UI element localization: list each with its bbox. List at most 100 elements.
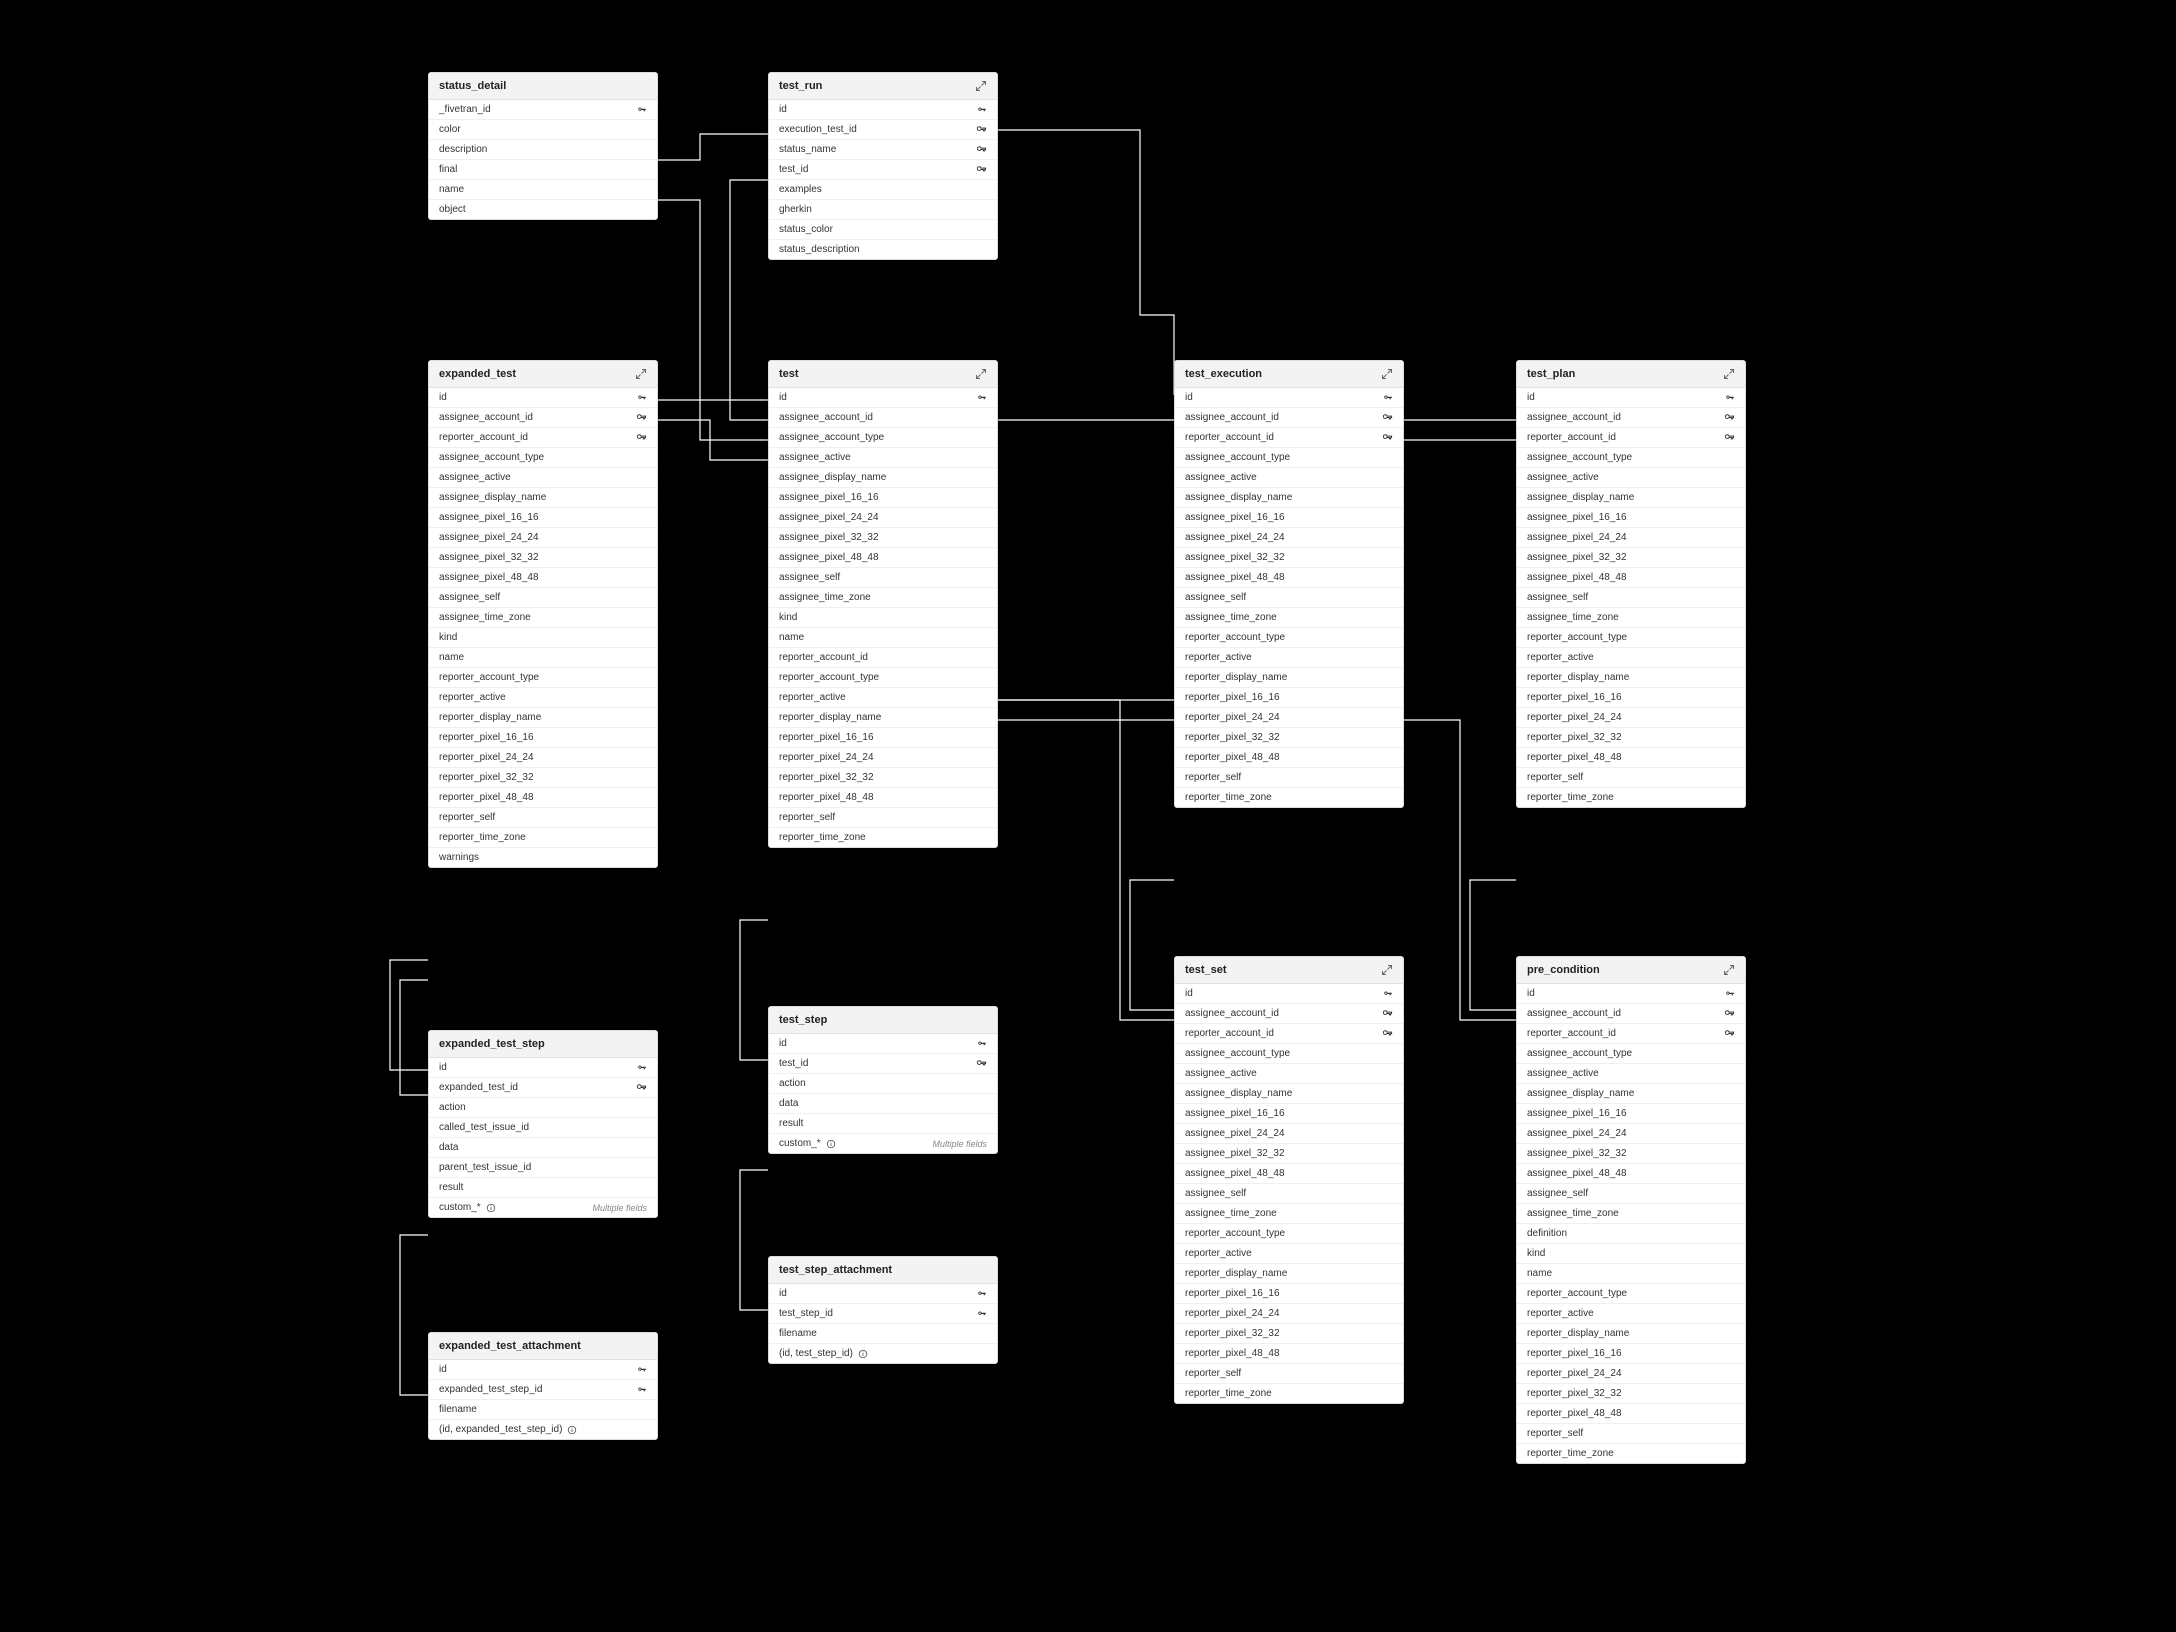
field-row[interactable]: reporter_account_type	[1517, 627, 1745, 647]
field-row[interactable]: (id, test_step_id)	[769, 1343, 997, 1363]
field-row[interactable]: status_description	[769, 239, 997, 259]
field-row[interactable]: name	[769, 627, 997, 647]
field-row[interactable]: execution_test_id	[769, 119, 997, 139]
field-row[interactable]: assignee_time_zone	[1175, 607, 1403, 627]
field-row[interactable]: assignee_pixel_24_24	[1517, 527, 1745, 547]
field-row[interactable]: assignee_pixel_48_48	[429, 567, 657, 587]
field-row[interactable]: assignee_pixel_24_24	[769, 507, 997, 527]
field-row[interactable]: reporter_pixel_24_24	[429, 747, 657, 767]
field-row[interactable]: called_test_issue_id	[429, 1117, 657, 1137]
field-row[interactable]: reporter_self	[1175, 1363, 1403, 1383]
field-row[interactable]: reporter_pixel_24_24	[1175, 707, 1403, 727]
field-row[interactable]: id	[1517, 984, 1745, 1003]
field-row[interactable]: reporter_account_type	[1175, 627, 1403, 647]
field-row[interactable]: reporter_pixel_16_16	[1175, 1283, 1403, 1303]
field-row[interactable]: reporter_account_type	[769, 667, 997, 687]
entity-pre_condition[interactable]: pre_conditionidassignee_account_idreport…	[1516, 956, 1746, 1464]
field-row[interactable]: assignee_pixel_16_16	[1175, 507, 1403, 527]
field-row[interactable]: assignee_pixel_32_32	[429, 547, 657, 567]
entity-header[interactable]: pre_condition	[1517, 957, 1745, 984]
field-row[interactable]: reporter_pixel_48_48	[1517, 747, 1745, 767]
field-row[interactable]: assignee_pixel_16_16	[1517, 1103, 1745, 1123]
field-row[interactable]: id	[769, 1034, 997, 1053]
field-row[interactable]: status_color	[769, 219, 997, 239]
field-row[interactable]: assignee_pixel_32_32	[1175, 547, 1403, 567]
entity-header[interactable]: expanded_test_step	[429, 1031, 657, 1058]
field-row[interactable]: definition	[1517, 1223, 1745, 1243]
field-row[interactable]: reporter_active	[769, 687, 997, 707]
field-row[interactable]: action	[769, 1073, 997, 1093]
field-row[interactable]: data	[769, 1093, 997, 1113]
field-row[interactable]: id	[429, 1360, 657, 1379]
field-row[interactable]: assignee_self	[1175, 1183, 1403, 1203]
field-row[interactable]: reporter_self	[1175, 767, 1403, 787]
field-row[interactable]: reporter_time_zone	[1175, 1383, 1403, 1403]
field-row[interactable]: assignee_pixel_32_32	[1517, 1143, 1745, 1163]
field-row[interactable]: reporter_pixel_16_16	[1517, 687, 1745, 707]
field-row[interactable]: assignee_pixel_16_16	[1175, 1103, 1403, 1123]
field-row[interactable]: reporter_active	[429, 687, 657, 707]
field-row[interactable]: result	[429, 1177, 657, 1197]
entity-test_execution[interactable]: test_executionidassignee_account_idrepor…	[1174, 360, 1404, 808]
field-row[interactable]: assignee_pixel_48_48	[1175, 1163, 1403, 1183]
entity-header[interactable]: test	[769, 361, 997, 388]
field-row[interactable]: kind	[429, 627, 657, 647]
field-row[interactable]: assignee_self	[1175, 587, 1403, 607]
field-row[interactable]: assignee_display_name	[1175, 1083, 1403, 1103]
field-row[interactable]: assignee_account_type	[429, 447, 657, 467]
field-row[interactable]: assignee_account_id	[769, 407, 997, 427]
field-row[interactable]: assignee_active	[769, 447, 997, 467]
entity-expanded_test[interactable]: expanded_testidassignee_account_idreport…	[428, 360, 658, 868]
field-row[interactable]: reporter_time_zone	[1175, 787, 1403, 807]
field-row[interactable]: reporter_account_type	[1517, 1283, 1745, 1303]
field-row[interactable]: reporter_pixel_32_32	[1175, 727, 1403, 747]
field-row[interactable]: reporter_pixel_32_32	[429, 767, 657, 787]
field-row[interactable]: custom_*Multiple fields	[429, 1197, 657, 1217]
field-row[interactable]: reporter_pixel_24_24	[1517, 707, 1745, 727]
field-row[interactable]: reporter_pixel_16_16	[1175, 687, 1403, 707]
field-row[interactable]: reporter_display_name	[1175, 1263, 1403, 1283]
entity-test[interactable]: testidassignee_account_idassignee_accoun…	[768, 360, 998, 848]
field-row[interactable]: assignee_pixel_32_32	[769, 527, 997, 547]
field-row[interactable]: object	[429, 199, 657, 219]
field-row[interactable]: assignee_account_id	[1517, 1003, 1745, 1023]
field-row[interactable]: reporter_account_id	[1517, 427, 1745, 447]
entity-test_set[interactable]: test_setidassignee_account_idreporter_ac…	[1174, 956, 1404, 1404]
field-row[interactable]: filename	[769, 1323, 997, 1343]
field-row[interactable]: id	[429, 1058, 657, 1077]
field-row[interactable]: reporter_active	[1517, 647, 1745, 667]
field-row[interactable]: reporter_display_name	[429, 707, 657, 727]
field-row[interactable]: data	[429, 1137, 657, 1157]
field-row[interactable]: assignee_display_name	[1517, 487, 1745, 507]
expand-icon[interactable]	[975, 80, 987, 92]
field-row[interactable]: reporter_pixel_16_16	[769, 727, 997, 747]
field-row[interactable]: reporter_pixel_16_16	[429, 727, 657, 747]
field-row[interactable]: assignee_time_zone	[1517, 1203, 1745, 1223]
field-row[interactable]: color	[429, 119, 657, 139]
field-row[interactable]: reporter_active	[1175, 647, 1403, 667]
field-row[interactable]: test_id	[769, 1053, 997, 1073]
expand-icon[interactable]	[635, 368, 647, 380]
field-row[interactable]: assignee_active	[1175, 1063, 1403, 1083]
field-row[interactable]: reporter_pixel_48_48	[1517, 1403, 1745, 1423]
field-row[interactable]: reporter_display_name	[1517, 1323, 1745, 1343]
field-row[interactable]: reporter_account_type	[429, 667, 657, 687]
field-row[interactable]: expanded_test_step_id	[429, 1379, 657, 1399]
field-row[interactable]: expanded_test_id	[429, 1077, 657, 1097]
field-row[interactable]: assignee_account_id	[1517, 407, 1745, 427]
field-row[interactable]: filename	[429, 1399, 657, 1419]
field-row[interactable]: assignee_self	[429, 587, 657, 607]
field-row[interactable]: assignee_display_name	[1175, 487, 1403, 507]
field-row[interactable]: assignee_display_name	[429, 487, 657, 507]
field-row[interactable]: custom_*Multiple fields	[769, 1133, 997, 1153]
field-row[interactable]: reporter_pixel_48_48	[1175, 1343, 1403, 1363]
field-row[interactable]: reporter_self	[1517, 767, 1745, 787]
field-row[interactable]: reporter_time_zone	[429, 827, 657, 847]
field-row[interactable]: reporter_pixel_32_32	[769, 767, 997, 787]
entity-header[interactable]: status_detail	[429, 73, 657, 100]
field-row[interactable]: assignee_active	[1517, 1063, 1745, 1083]
field-row[interactable]: assignee_pixel_16_16	[1517, 507, 1745, 527]
field-row[interactable]: reporter_pixel_32_32	[1175, 1323, 1403, 1343]
field-row[interactable]: action	[429, 1097, 657, 1117]
field-row[interactable]: reporter_pixel_24_24	[1175, 1303, 1403, 1323]
